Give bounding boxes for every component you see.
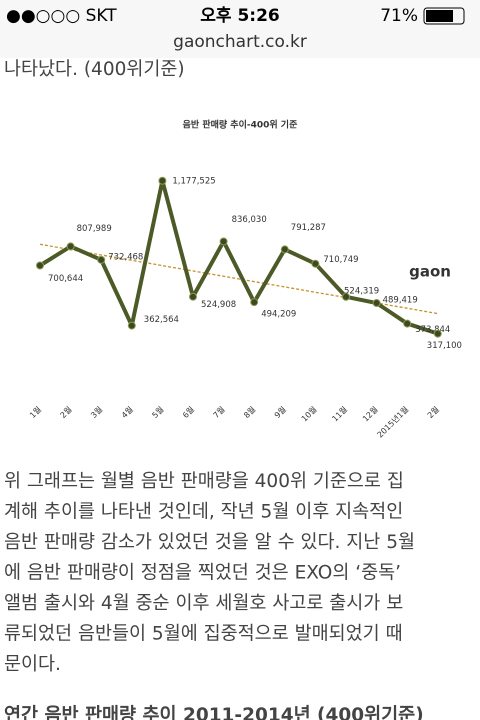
clock: 오후 5:26: [200, 5, 279, 26]
x-tick-label: 5월: [150, 404, 166, 420]
paragraph-line: 류되었던 음반들이 5월에 집중적으로 발매되었기 때: [4, 624, 403, 645]
footer-caption: 연간 음반 판매량 추이 2011-2014년 (400위기준): [4, 704, 424, 720]
paragraph-line: 계해 추이를 나타낸 것인데, 작년 5월 이후 지속적인: [4, 502, 403, 523]
data-label: 494,209: [261, 310, 296, 320]
battery-icon: [423, 7, 465, 25]
data-label: 524,319: [344, 286, 379, 296]
paragraph-line: 앨범 출시와 4월 중순 이후 세월호 사고로 출시가 보: [4, 593, 403, 614]
data-label: 836,030: [232, 215, 267, 225]
data-label: 489,419: [383, 296, 418, 306]
x-tick-label: 11월: [330, 404, 349, 423]
data-label: 317,100: [427, 341, 462, 351]
data-label: 373,844: [415, 325, 450, 335]
point: [219, 237, 228, 246]
point: [97, 255, 106, 264]
top-text: 나타났다. (400위기준): [4, 59, 185, 80]
point: [127, 321, 136, 330]
x-tick-label: 10월: [299, 404, 318, 423]
point: [36, 261, 44, 270]
x-tick-label: 4월: [119, 404, 135, 420]
x-tick-label: 1월: [27, 404, 43, 420]
x-tick-label: 2015년1월: [375, 404, 410, 439]
data-label: 732,468: [108, 252, 143, 262]
x-tick-label: 2월: [425, 404, 441, 420]
paragraph-line: 문이다.: [4, 654, 61, 675]
point: [280, 245, 289, 254]
data-label: 524,908: [201, 300, 236, 310]
point: [250, 298, 259, 307]
point: [342, 292, 350, 301]
carrier: ●●○○○ SKT: [6, 6, 117, 26]
point: [372, 299, 381, 308]
battery-text: 71%: [380, 6, 418, 26]
chart-title: 음반 판매량 추이-400위 기준: [183, 119, 298, 131]
data-label: 807,989: [77, 224, 112, 234]
x-tick-label: 6월: [180, 404, 196, 420]
x-tick-label: 9월: [272, 404, 288, 420]
x-tick-label: 8월: [242, 404, 258, 420]
x-tick-label: 12월: [360, 404, 379, 423]
point: [433, 329, 442, 338]
battery-level: [426, 10, 453, 22]
paragraph-line: 음반 판매량 감소가 있었던 것을 알 수 있다. 지난 5월: [4, 532, 415, 553]
point: [66, 242, 75, 251]
url[interactable]: gaonchart.co.kr: [173, 32, 307, 52]
data-label: 700,644: [48, 274, 83, 284]
paragraph-line: 위 그래프는 월별 음반 판매량을 400위 기준으로 집: [4, 471, 404, 492]
data-label: 362,564: [144, 315, 179, 325]
data-label: 1,177,525: [172, 176, 215, 186]
data-label: 710,749: [323, 255, 358, 265]
point: [158, 176, 167, 185]
logo: gaon: [409, 263, 451, 281]
point: [311, 259, 320, 268]
x-tick-label: 2월: [58, 404, 74, 420]
browser-header: [0, 0, 480, 58]
point: [403, 319, 412, 328]
x-tick-label: 7월: [211, 404, 227, 420]
data-label: 791,287: [291, 223, 326, 233]
paragraph-line: 에 음반 판매량이 정점을 찍었던 것은 EXO의 ‘중독’: [4, 563, 401, 584]
series-line: [38, 178, 439, 336]
point: [189, 292, 197, 301]
x-tick-label: 3월: [89, 404, 105, 420]
